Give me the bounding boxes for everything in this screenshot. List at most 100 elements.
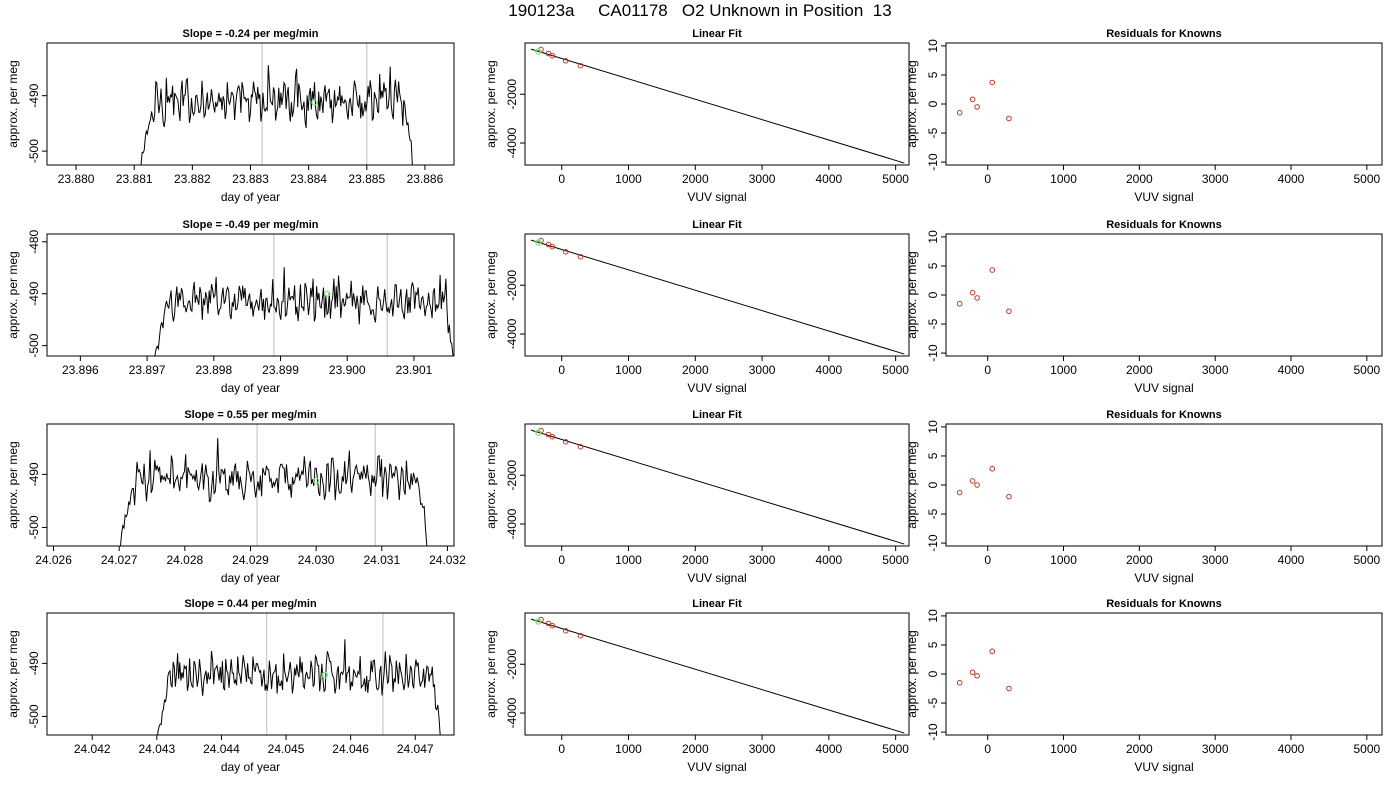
y-axis-label: approx. per meg <box>484 630 498 717</box>
signal-trace <box>140 65 413 165</box>
known-point <box>562 249 569 255</box>
panel-1-0: Slope = -0.49 per meg/min 23.896 23.897 23.… <box>6 219 455 395</box>
y-axis-label: approx. per meg <box>905 630 919 717</box>
y-tick-label: -2000 <box>505 460 519 491</box>
x-tick-label: 5000 <box>882 363 909 377</box>
x-tick-label: 3000 <box>749 363 776 377</box>
panel-frame <box>524 42 910 166</box>
panel-frame <box>524 612 910 736</box>
known-point <box>562 439 569 445</box>
x-tick-label: 2000 <box>1126 363 1153 377</box>
fit-line <box>530 618 905 734</box>
y-tick-label: -4000 <box>505 697 519 728</box>
x-tick-label: 23.900 <box>329 363 366 377</box>
x-tick-label: 24.046 <box>332 742 369 756</box>
panel-title: Residuals for Knowns <box>1106 219 1222 231</box>
x-tick-label: 4000 <box>816 553 843 567</box>
x-axis-label: VUV signal <box>687 760 746 774</box>
x-tick-label: 5000 <box>1353 742 1380 756</box>
x-tick-label: 2000 <box>682 553 709 567</box>
x-axis-label: day of year <box>221 571 280 585</box>
residual-point <box>974 672 980 679</box>
y-tick-label: -2000 <box>505 270 519 301</box>
y-tick-label: -10 <box>926 344 940 362</box>
residual-point <box>989 267 996 273</box>
x-tick-label: 23.896 <box>62 363 99 377</box>
panel-1-2: Residuals for Knowns 0 1000 2000 3000 4000 500… <box>905 219 1383 395</box>
plot-area <box>530 237 905 355</box>
panel-title: Linear Fit <box>692 409 742 421</box>
y-tick-label: -490 <box>27 281 41 305</box>
y-tick-label: 5 <box>926 641 940 648</box>
residual-point <box>1006 115 1012 122</box>
x-tick-label: 5000 <box>1353 553 1380 567</box>
y-tick-label: 10 <box>926 230 940 244</box>
x-tick-label: 24.042 <box>74 742 111 756</box>
unknown-point <box>535 239 542 246</box>
panel-title: Linear Fit <box>692 28 742 40</box>
unknown-mean-point <box>324 290 331 297</box>
residual-point <box>989 648 996 655</box>
y-axis-label: approx. per meg <box>6 630 20 717</box>
x-tick-label: 0 <box>984 363 991 377</box>
signal-trace <box>154 267 454 356</box>
x-tick-label: 24.026 <box>35 553 72 567</box>
y-tick-label: 0 <box>926 481 940 488</box>
x-tick-label: 3000 <box>1202 363 1229 377</box>
x-axis-label: VUV signal <box>1134 760 1193 774</box>
x-tick-label: 24.045 <box>268 742 305 756</box>
x-tick-label: 1000 <box>615 553 642 567</box>
x-axis-label: VUV signal <box>1134 190 1193 204</box>
x-tick-label: 3000 <box>749 172 776 186</box>
residual-point <box>969 96 976 103</box>
y-axis-label: approx. per meg <box>484 441 498 528</box>
plot-area <box>956 267 1012 315</box>
x-tick-label: 24.031 <box>363 553 400 567</box>
known-point <box>577 443 584 450</box>
y-tick-label: -10 <box>926 534 940 552</box>
plot-area <box>956 648 1012 692</box>
y-axis-label: approx. per meg <box>6 60 20 147</box>
x-tick-label: 23.881 <box>116 172 153 186</box>
x-tick-label: 0 <box>984 742 991 756</box>
panel-frame <box>524 423 910 547</box>
y-axis-label: approx. per meg <box>484 251 498 338</box>
residual-point <box>956 679 963 686</box>
residual-point <box>1006 493 1012 500</box>
panel-title: Slope = -0.49 per meg/min <box>182 219 318 231</box>
residual-point <box>956 489 963 496</box>
known-point <box>562 58 569 64</box>
x-tick-label: 1000 <box>1050 363 1077 377</box>
fit-line <box>530 48 905 164</box>
panel-title: Slope = 0.55 per meg/min <box>184 409 317 421</box>
residual-point <box>969 289 976 296</box>
y-tick-label: 0 <box>926 100 940 107</box>
y-axis-label: approx. per meg <box>6 251 20 338</box>
x-tick-label: 23.886 <box>407 172 444 186</box>
panel-2-1: Linear Fit 0 1000 2000 3000 4000 5000 -4000 -200… <box>484 409 910 585</box>
known-point <box>549 52 556 59</box>
x-tick-label: 5000 <box>882 742 909 756</box>
y-tick-label: 5 <box>926 452 940 459</box>
x-axis-label: VUV signal <box>1134 381 1193 395</box>
panel-3-0: Slope = 0.44 per meg/min 24.042 24.043 24.0… <box>6 598 455 774</box>
panel-frame <box>945 612 1383 736</box>
x-tick-label: 24.032 <box>429 553 466 567</box>
y-tick-label: 5 <box>926 71 940 78</box>
x-tick-label: 23.885 <box>348 172 385 186</box>
panel-title: Residuals for Knowns <box>1106 28 1222 40</box>
x-tick-label: 24.027 <box>101 553 138 567</box>
x-tick-label: 3000 <box>749 742 776 756</box>
y-tick-label: 0 <box>926 670 940 677</box>
residual-point <box>989 79 996 86</box>
x-tick-label: 0 <box>558 742 565 756</box>
y-tick-label: -500 <box>27 139 41 163</box>
signal-trace <box>119 438 428 546</box>
plot-area <box>157 613 441 735</box>
panel-title: Slope = 0.44 per meg/min <box>184 598 317 610</box>
panel-3-1: Linear Fit 0 1000 2000 3000 4000 5000 -4000 -200… <box>484 598 910 774</box>
y-tick-label: -490 <box>27 462 41 486</box>
panel-frame <box>46 612 455 736</box>
x-tick-label: 5000 <box>1353 172 1380 186</box>
